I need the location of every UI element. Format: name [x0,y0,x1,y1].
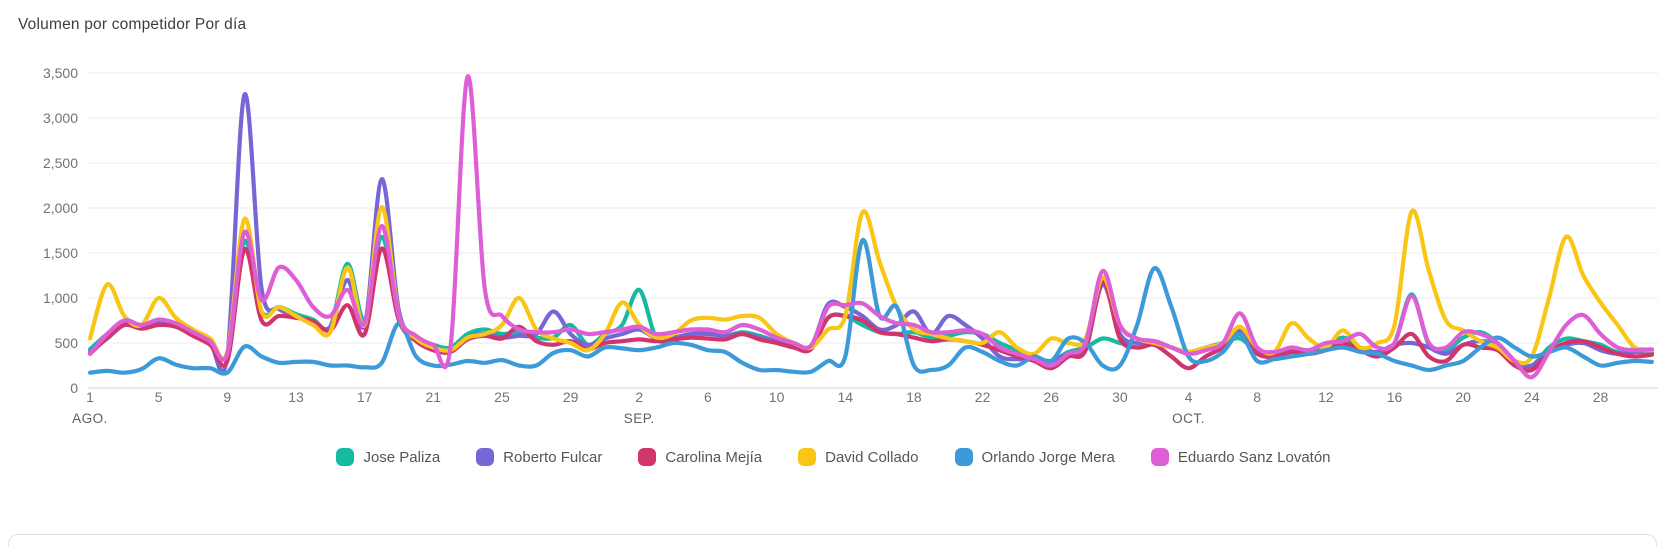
y-axis-tick-label: 3,500 [43,65,78,81]
y-axis-tick-label: 1,500 [43,245,78,261]
series-line-eduardo-sanz-lovaton [87,74,1655,380]
x-axis-tick-label: 28 [1593,389,1609,405]
x-axis-tick-label: 5 [155,389,163,405]
axis-labels-layer: 0 500 1,000 1,500 2,000 2,500 3,000 3,500 1 AGO. 5… [43,65,1609,426]
x-axis-tick-label: 6 [704,389,712,405]
series-line-carolina-mejia [87,246,1655,373]
chart-title: Volumen por competidor Por día [18,16,247,33]
x-axis-tick-label: 17 [357,389,373,405]
y-axis-tick-label: 0 [70,380,78,396]
legend-label: Orlando Jorge Mera [981,448,1115,466]
x-axis-tick-label: 13 [288,389,304,405]
x-axis-tick-label: 24 [1524,389,1540,405]
y-axis-tick-label: 2,500 [43,155,78,171]
x-axis-tick-label: 2 [635,389,643,405]
legend-swatch-orlando-jorge-mera [954,448,973,466]
y-axis-tick-label: 1,000 [43,290,78,306]
x-axis-tick-label: 9 [223,389,231,405]
x-axis-tick-label: 12 [1318,389,1334,405]
line-chart: 0 500 1,000 1,500 2,000 2,500 3,000 3,500 1 AGO. 5… [43,65,1658,426]
y-axis-tick-label: 2,000 [43,200,78,216]
legend-item-orlando-jorge-mera[interactable]: Orlando Jorge Mera [954,448,1115,466]
legend-swatch-eduardo-sanz-lovaton [1150,448,1169,466]
legend-item-roberto-fulcar[interactable]: Roberto Fulcar [476,448,602,466]
series-line-david-collado [87,204,1655,366]
legend-item-carolina-mejia[interactable]: Carolina Mejía [638,448,762,466]
legend-swatch-carolina-mejia [638,448,657,466]
y-axis-tick-label: 500 [55,335,79,351]
grid-layer [88,72,1658,389]
x-axis-tick-label: 1 [86,389,94,405]
x-axis-tick-label: 8 [1253,389,1261,405]
x-axis-tick-label: 10 [769,389,785,405]
series-layer [87,74,1655,380]
legend-label: Jose Paliza [363,448,441,466]
legend-item-david-collado[interactable]: David Collado [798,448,919,466]
series-line-orlando-jorge-mera [87,238,1655,376]
legend-label: David Collado [825,448,919,466]
x-axis-tick-label: 18 [906,389,922,405]
x-axis-tick-label: 29 [563,389,579,405]
legend-item-jose-paliza[interactable]: Jose Paliza [336,448,440,466]
x-axis-tick-label: 14 [837,389,853,405]
legend-item-eduardo-sanz-lovaton[interactable]: Eduardo Sanz Lovatón [1150,448,1331,466]
x-axis-tick-label: 30 [1112,389,1128,405]
x-axis-tick-label: 22 [975,389,991,405]
legend-label: Carolina Mejía [665,448,763,466]
legend: Jose Paliza Roberto Fulcar Carolina Mejía D… [0,448,1667,466]
legend-label: Eduardo Sanz Lovatón [1177,448,1331,466]
x-axis-tick-label: 20 [1455,389,1471,405]
legend-swatch-david-collado [798,448,817,466]
next-panel-top-edge [8,534,1657,547]
x-axis-tick-label: 4 [1185,389,1193,405]
x-axis-month-label: OCT. [1172,411,1205,426]
legend-swatch-jose-paliza [336,448,355,466]
x-axis-tick-label: 16 [1387,389,1403,405]
y-axis-tick-label: 3,000 [43,110,78,126]
x-axis-tick-label: 26 [1043,389,1059,405]
x-axis-month-label: AGO. [72,411,108,426]
legend-swatch-roberto-fulcar [476,448,495,466]
x-axis-tick-label: 25 [494,389,510,405]
legend-label: Roberto Fulcar [503,448,603,466]
x-axis-tick-label: 21 [426,389,442,405]
x-axis-month-label: SEP. [624,411,655,426]
